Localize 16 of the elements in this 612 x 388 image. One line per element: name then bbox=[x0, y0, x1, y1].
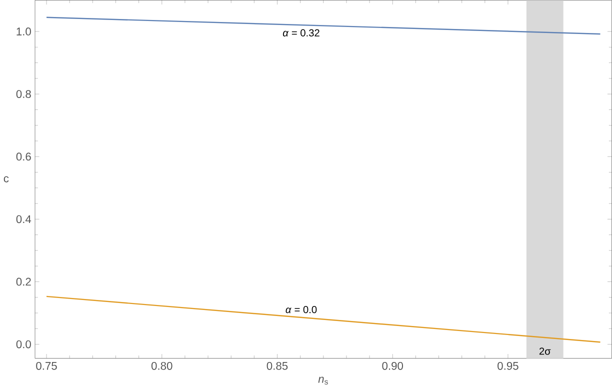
y-tick-label: 0.8 bbox=[16, 90, 31, 98]
x-tick-label: 0.80 bbox=[151, 362, 172, 370]
y-tick-label: 0.2 bbox=[16, 278, 31, 286]
y-tick-label: 0.0 bbox=[16, 340, 31, 348]
y-tick-label: 0.4 bbox=[16, 215, 32, 224]
series-label: α = 0.0 bbox=[286, 306, 317, 314]
series-label: α = 0.32 bbox=[282, 29, 320, 37]
band-label: 2σ bbox=[539, 348, 551, 355]
x-axis-title: n$_{s}$ bbox=[318, 376, 328, 385]
x-tick-label: 0.95 bbox=[498, 362, 518, 370]
x-tick-label: 0.90 bbox=[382, 362, 404, 370]
y-axis-title: c bbox=[4, 176, 9, 182]
y-tick-label: 1.0 bbox=[16, 28, 31, 36]
y-tick-label: 0.6 bbox=[16, 152, 31, 161]
x-tick-label: 0.75 bbox=[36, 362, 57, 370]
x-tick-label: 0.85 bbox=[266, 362, 288, 370]
